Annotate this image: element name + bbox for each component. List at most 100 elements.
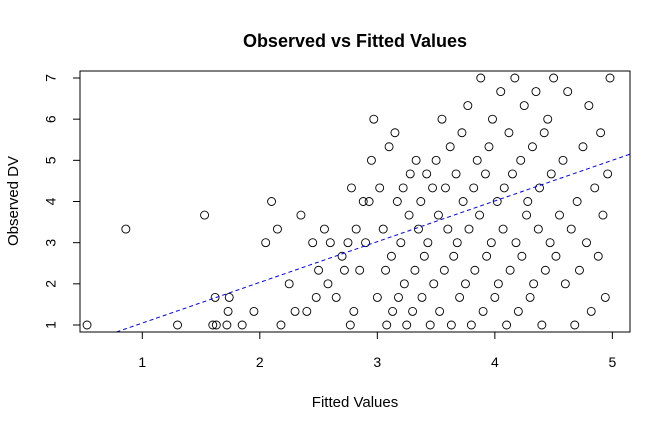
- data-point: [523, 197, 533, 206]
- data-point: [452, 238, 462, 248]
- data-point: [121, 224, 131, 234]
- data-point: [600, 292, 610, 302]
- y-tick-label: 3: [43, 239, 59, 247]
- data-point: [443, 224, 453, 234]
- x-tick-label: 3: [373, 354, 381, 370]
- data-point: [82, 320, 92, 330]
- data-point: [367, 155, 376, 165]
- data-point: [428, 183, 438, 193]
- data-point: [598, 210, 608, 220]
- data-point: [392, 197, 402, 206]
- data-point: [276, 320, 286, 330]
- data-point: [466, 320, 476, 330]
- y-tick-label: 4: [43, 197, 59, 205]
- data-point: [351, 224, 361, 234]
- data-point: [435, 306, 445, 316]
- data-point: [546, 169, 556, 179]
- data-point: [399, 279, 409, 289]
- data-point: [208, 320, 218, 330]
- data-point: [481, 169, 490, 179]
- data-point: [408, 306, 418, 316]
- data-point: [445, 142, 455, 152]
- data-point: [364, 197, 374, 206]
- data-point: [463, 101, 473, 111]
- data-point: [369, 114, 379, 124]
- x-axis-label: Fitted Values: [312, 394, 398, 411]
- data-point: [457, 128, 467, 138]
- data-point: [455, 292, 465, 302]
- data-point: [533, 224, 543, 234]
- data-point: [284, 279, 294, 289]
- data-point: [382, 320, 392, 330]
- data-point: [537, 320, 547, 330]
- data-point: [381, 265, 391, 275]
- data-point: [566, 224, 576, 234]
- x-tick-label: 2: [256, 354, 264, 370]
- data-point: [446, 320, 456, 330]
- data-point: [560, 279, 570, 289]
- data-point: [433, 210, 443, 220]
- data-point: [490, 292, 500, 302]
- data-point: [249, 306, 259, 316]
- data-point: [386, 251, 396, 261]
- data-point: [499, 183, 509, 193]
- data-point: [173, 320, 182, 330]
- y-tick-label: 7: [43, 74, 59, 82]
- data-point: [584, 101, 594, 111]
- data-point: [296, 210, 306, 220]
- fitted-reference-line: [116, 153, 630, 332]
- data-point: [478, 306, 488, 316]
- data-point: [390, 128, 400, 138]
- data-point: [211, 320, 221, 330]
- data-point: [343, 238, 353, 248]
- points-layer: [82, 73, 615, 330]
- data-point: [237, 320, 247, 330]
- data-point: [525, 292, 535, 302]
- data-point: [535, 183, 544, 193]
- data-point: [372, 292, 382, 302]
- data-point: [575, 265, 584, 275]
- data-point: [572, 197, 582, 206]
- data-point: [347, 183, 356, 193]
- data-point: [416, 197, 426, 206]
- x-tick-label: 4: [491, 354, 499, 370]
- data-point: [464, 224, 474, 234]
- data-point: [272, 224, 282, 234]
- data-point: [325, 238, 335, 248]
- data-point: [492, 197, 502, 206]
- data-point: [451, 169, 461, 179]
- data-point: [513, 306, 523, 316]
- data-point: [488, 114, 497, 124]
- data-point: [555, 210, 564, 220]
- data-point: [511, 238, 521, 248]
- data-point: [441, 183, 450, 193]
- x-tick-label: 5: [608, 354, 616, 370]
- data-point: [417, 292, 427, 302]
- data-point: [549, 73, 559, 83]
- data-point: [375, 183, 385, 193]
- y-tick-label: 2: [43, 280, 59, 288]
- data-point: [402, 320, 412, 330]
- data-point: [510, 73, 520, 83]
- data-point: [522, 210, 532, 220]
- data-point: [519, 101, 529, 111]
- data-point: [449, 251, 459, 261]
- y-tick-label: 5: [43, 156, 59, 164]
- data-point: [200, 210, 210, 220]
- data-point: [339, 265, 349, 275]
- data-point: [476, 73, 486, 83]
- data-point: [486, 238, 496, 248]
- data-point: [505, 265, 515, 275]
- data-point: [429, 279, 439, 289]
- plot-frame: [79, 70, 631, 333]
- data-point: [302, 306, 312, 316]
- data-point: [394, 292, 403, 302]
- data-point: [384, 142, 394, 152]
- data-point: [405, 169, 415, 179]
- data-point: [516, 155, 526, 165]
- data-point: [475, 210, 485, 220]
- data-point: [210, 292, 220, 302]
- data-point: [586, 306, 596, 316]
- data-point: [378, 224, 388, 234]
